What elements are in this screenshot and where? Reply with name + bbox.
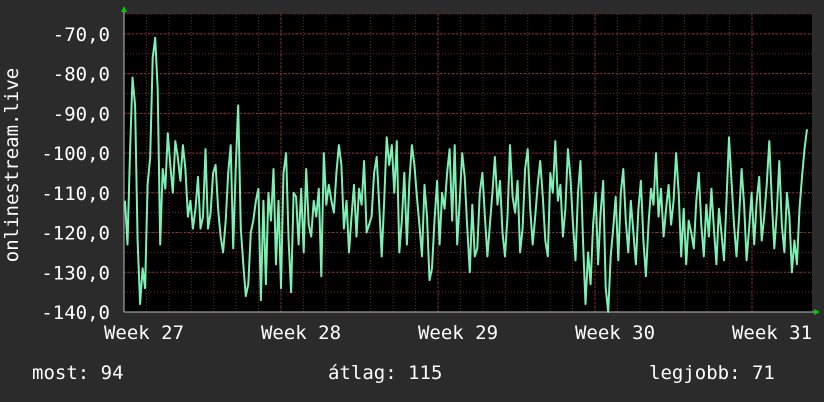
y-tick-label: -90,0	[53, 103, 110, 125]
x-tick-label: Week 31	[732, 322, 812, 344]
x-axis-arrow	[814, 309, 820, 315]
y-tick-label: -130,0	[41, 262, 110, 284]
y-tick-label: -140,0	[41, 302, 110, 324]
x-tick-label: Week 29	[418, 322, 498, 344]
legend-best: legjobb: 71	[649, 362, 775, 384]
y-axis-arrow	[121, 6, 127, 12]
line-chart: -70,0 -80,0 -90,0 -100,0 -110,0 -120,0 -130,0 -…	[1, 6, 820, 344]
series-line	[124, 36, 808, 313]
x-tick-label: Week 30	[575, 322, 655, 344]
y-tick-label: -80,0	[53, 64, 110, 86]
x-tick-label: Week 28	[261, 322, 341, 344]
legend-current: most: 94	[32, 362, 124, 384]
x-tick-label: Week 27	[104, 322, 184, 344]
y-axis-label: onlinestream.live	[1, 68, 23, 262]
legend-average: átlag: 115	[328, 362, 443, 384]
y-tick-label: -110,0	[41, 183, 110, 205]
y-tick-label: -100,0	[41, 143, 110, 165]
y-tick-label: -120,0	[41, 223, 110, 245]
y-tick-label: -70,0	[53, 24, 110, 46]
plot-area	[124, 14, 812, 312]
